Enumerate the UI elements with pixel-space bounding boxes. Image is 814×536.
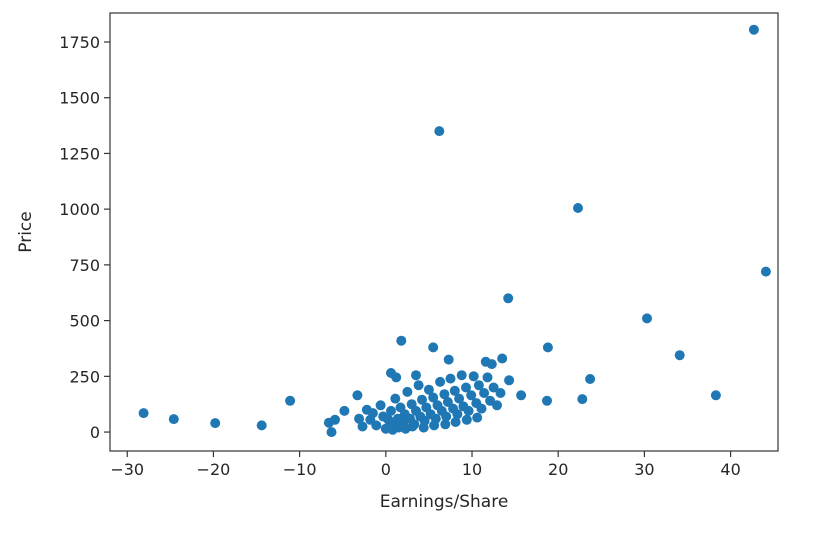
- data-point: [504, 375, 515, 386]
- data-point: [710, 390, 721, 401]
- data-point: [386, 405, 396, 416]
- data-point: [423, 384, 434, 395]
- x-tick-label: 40: [720, 460, 740, 479]
- data-point: [445, 373, 456, 384]
- data-point: [138, 408, 149, 419]
- data-point: [371, 420, 382, 431]
- data-point: [573, 203, 583, 213]
- x-tick-label: −10: [283, 460, 317, 479]
- data-point: [375, 400, 386, 411]
- y-tick-label: 750: [69, 256, 100, 275]
- plot-area: [110, 13, 778, 451]
- data-point: [428, 392, 439, 403]
- data-point: [473, 380, 484, 391]
- data-point: [516, 390, 527, 401]
- data-point: [326, 427, 337, 438]
- data-point: [497, 353, 508, 364]
- y-axis-label: Price: [16, 211, 36, 252]
- data-point: [417, 394, 427, 405]
- x-tick-label: 0: [381, 460, 391, 479]
- x-tick-label: 20: [548, 460, 568, 479]
- data-point: [482, 372, 493, 383]
- data-point: [452, 409, 463, 420]
- plot-frame: [109, 12, 779, 452]
- y-tick-label: 1250: [59, 144, 100, 163]
- x-tick-label: 10: [462, 460, 482, 479]
- data-point: [503, 293, 514, 304]
- data-point: [210, 418, 221, 429]
- data-point: [439, 389, 450, 400]
- data-point: [352, 390, 363, 401]
- data-point: [434, 126, 445, 137]
- data-point: [339, 405, 350, 416]
- data-point: [435, 376, 446, 387]
- data-point: [429, 420, 440, 431]
- data-point: [443, 354, 454, 365]
- data-point: [357, 421, 368, 432]
- x-axis-label: Earnings/Share: [380, 492, 509, 512]
- x-tick-label: −20: [197, 460, 231, 479]
- data-point: [463, 405, 474, 416]
- y-tick-label: 1750: [59, 33, 100, 52]
- data-point: [476, 403, 487, 414]
- y-tick-label: 1500: [59, 89, 100, 108]
- data-point: [542, 395, 552, 406]
- data-point: [466, 390, 477, 401]
- y-tick-label: 500: [69, 312, 100, 331]
- y-tick-label: 250: [69, 367, 100, 386]
- data-point: [428, 342, 439, 353]
- data-point: [642, 313, 652, 324]
- data-point: [461, 414, 472, 425]
- y-axis: 0 250 500 750 1000 1250 1500 1750: [59, 33, 110, 442]
- data-point: [390, 393, 401, 404]
- x-axis: −30 −20 −10 0 10 20 30 40: [110, 451, 741, 479]
- data-point: [577, 394, 588, 405]
- data-point: [450, 417, 461, 427]
- data-point: [391, 372, 402, 383]
- data-point: [402, 386, 413, 397]
- data-point: [256, 420, 267, 431]
- data-point: [486, 359, 497, 370]
- data-point: [441, 411, 452, 422]
- data-point: [396, 335, 407, 346]
- data-point: [407, 421, 418, 432]
- data-point: [168, 414, 179, 425]
- data-point: [367, 408, 378, 419]
- data-point: [479, 388, 490, 398]
- y-tick-label: 1000: [59, 200, 100, 219]
- data-point: [488, 382, 499, 393]
- data-point: [387, 424, 398, 435]
- x-tick-label: −30: [110, 460, 144, 479]
- data-point: [454, 393, 465, 404]
- data-point: [440, 419, 451, 430]
- data-points: [138, 24, 771, 438]
- data-point: [468, 371, 479, 382]
- data-point: [748, 24, 759, 35]
- data-point: [354, 413, 365, 424]
- data-point: [330, 414, 340, 425]
- data-point: [492, 400, 502, 411]
- data-point: [285, 395, 296, 406]
- data-point: [411, 370, 421, 381]
- data-point: [472, 412, 483, 423]
- data-point: [495, 388, 506, 398]
- data-point: [449, 385, 460, 396]
- x-tick-label: 30: [634, 460, 654, 479]
- data-point: [585, 374, 596, 384]
- y-tick-label: 0: [90, 423, 100, 442]
- data-point: [461, 382, 471, 393]
- data-point: [418, 422, 429, 433]
- data-point: [542, 342, 553, 353]
- data-point: [760, 266, 771, 277]
- data-point: [674, 350, 685, 361]
- data-point: [456, 370, 467, 381]
- data-point: [413, 380, 424, 391]
